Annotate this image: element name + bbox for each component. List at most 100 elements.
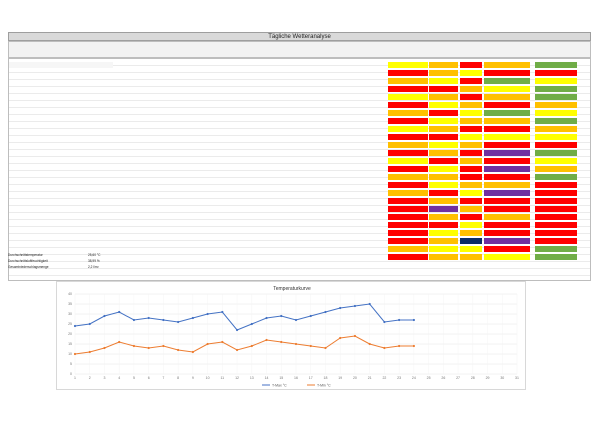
x-tick-label: 16: [294, 376, 298, 380]
table-cell-highlight: [388, 198, 428, 204]
table-cell-highlight: [460, 102, 482, 108]
table-cell-highlight: [460, 206, 482, 212]
data-point: [191, 316, 194, 320]
table-cell-highlight: [388, 174, 428, 180]
x-tick-label: 9: [192, 376, 194, 380]
table-cell-highlight: [484, 86, 530, 92]
summary-row: Durchschnittstemperatur 25,60 °C: [8, 253, 148, 259]
data-point: [118, 340, 121, 344]
table-cell-highlight: [388, 118, 428, 124]
data-point: [162, 344, 165, 348]
data-point: [73, 352, 77, 356]
table-cell-highlight: [484, 214, 530, 220]
table-cell-highlight: [535, 222, 577, 228]
table-cell-highlight: [460, 230, 482, 236]
table-cell-highlight: [429, 150, 458, 156]
x-tick-label: 8: [177, 376, 179, 380]
data-point: [398, 344, 401, 348]
table-cell-highlight: [429, 238, 458, 244]
data-point: [250, 344, 253, 348]
chart-legend: T-Max °C T-Min °C: [262, 383, 331, 387]
table-cell-highlight: [429, 222, 458, 228]
table-cell-highlight: [388, 158, 428, 164]
table-cell-highlight: [460, 150, 482, 156]
x-tick-label: 27: [456, 376, 460, 380]
table-cell-highlight: [484, 254, 530, 260]
chart-grid: [74, 293, 518, 375]
table-cell-highlight: [429, 126, 458, 132]
legend-label: T-Min °C: [317, 383, 331, 387]
x-tick-label: 30: [500, 376, 504, 380]
y-tick-label: 5: [70, 362, 72, 366]
data-point: [191, 350, 194, 354]
data-point: [177, 320, 180, 324]
x-tick-label: 11: [221, 376, 225, 380]
table-cell-highlight: [484, 62, 530, 68]
x-tick-label: 25: [427, 376, 431, 380]
table-cell-highlight: [388, 230, 428, 236]
summary-row: Gesamtniederschlagsmenge 2,2 l/m²: [8, 265, 148, 271]
table-cell-highlight: [460, 134, 482, 140]
table-cell-highlight: [388, 190, 428, 196]
table-cell-highlight: [460, 70, 482, 76]
data-point: [88, 322, 91, 326]
table-cell-highlight: [535, 102, 577, 108]
x-tick-label: 29: [486, 376, 490, 380]
table-cell-highlight: [460, 182, 482, 188]
x-tick-label: 2: [89, 376, 91, 380]
table-cell-highlight: [429, 230, 458, 236]
table-cell-highlight: [535, 126, 577, 132]
table-cell-highlight: [535, 142, 577, 148]
table-cell-highlight: [484, 126, 530, 132]
table-cell-highlight: [484, 70, 530, 76]
table-cell-highlight: [535, 134, 577, 140]
table-cell-highlight: [429, 142, 458, 148]
summary-value-avg-humidity: 38,99 %: [88, 259, 100, 263]
x-tick-label: 20: [353, 376, 357, 380]
data-point: [221, 340, 224, 344]
table-cell-highlight: [388, 94, 428, 100]
table-cell-highlight: [388, 102, 428, 108]
table-cell-highlight: [484, 222, 530, 228]
table-cell-highlight: [484, 150, 530, 156]
table-cell-highlight: [388, 182, 428, 188]
data-point: [309, 344, 312, 348]
x-tick-label: 22: [382, 376, 386, 380]
y-tick-label: 15: [68, 342, 72, 346]
table-cell-highlight: [535, 238, 577, 244]
x-tick-label: 5: [133, 376, 135, 380]
table-cell-highlight: [429, 246, 458, 252]
table-cell-highlight: [484, 134, 530, 140]
table-cell-highlight: [535, 158, 577, 164]
table-cell-highlight: [535, 70, 577, 76]
table-cell-highlight: [460, 214, 482, 220]
table-cell-highlight: [429, 134, 458, 140]
table-cell-highlight: [460, 254, 482, 260]
table-cell-highlight: [484, 182, 530, 188]
chart-series: [73, 302, 415, 356]
table-cell-highlight: [484, 118, 530, 124]
y-tick-label: 40: [68, 292, 72, 296]
table-cell-highlight: [535, 118, 577, 124]
summary-label-avg-temp: Durchschnittstemperatur: [8, 253, 43, 257]
data-point: [132, 318, 136, 322]
x-tick-label: 28: [471, 376, 475, 380]
table-cell-highlight: [429, 166, 458, 172]
x-tick-label: 26: [441, 376, 445, 380]
table-cell-highlight: [388, 78, 428, 84]
table-cell-highlight: [535, 174, 577, 180]
table-cell-highlight: [484, 230, 530, 236]
table-cell-highlight: [535, 190, 577, 196]
table-cell-highlight: [460, 142, 482, 148]
table-cell-highlight: [429, 94, 458, 100]
series-line: [74, 303, 414, 331]
table-cell-highlight: [484, 190, 530, 196]
weather-data-table: [8, 58, 591, 281]
table-cell-highlight: [460, 158, 482, 164]
data-point: [177, 348, 180, 352]
table-cell-highlight: [388, 110, 428, 116]
table-cell-highlight: [429, 62, 458, 68]
table-cell-highlight: [535, 150, 577, 156]
table-cell-highlight: [388, 150, 428, 156]
series-line: [74, 335, 414, 355]
